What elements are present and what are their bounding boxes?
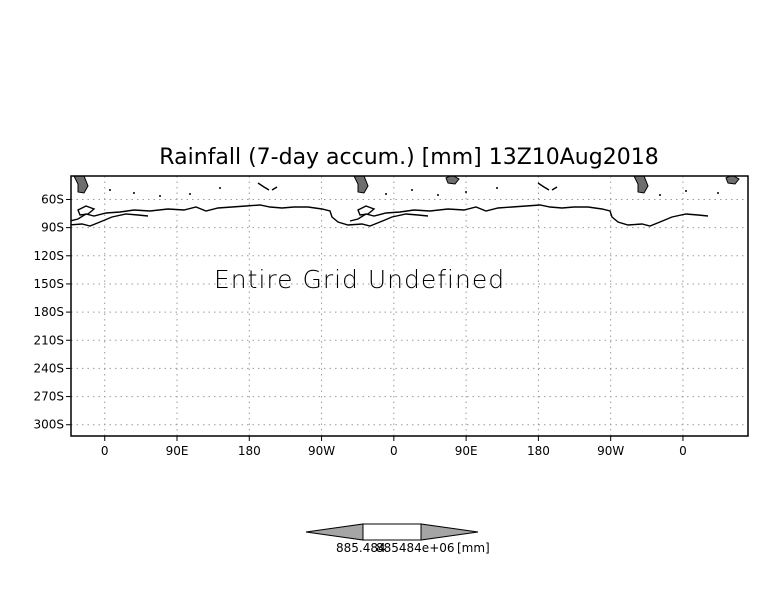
- colorbar: 885.484 885484e+06 [mm]: [305, 523, 490, 555]
- colorbar-label-min: 885.484: [336, 541, 386, 555]
- colorbar-right-triangle: [420, 523, 479, 541]
- y-tick-label: 180S: [33, 305, 64, 319]
- antarctic-coastline-map: [71, 176, 740, 227]
- x-tick-label: 90W: [308, 444, 335, 458]
- x-tick-label: 90E: [455, 444, 478, 458]
- subantarctic-island: [725, 176, 740, 185]
- island-dot: [109, 189, 111, 191]
- island-dot: [385, 193, 387, 195]
- colorbar-left-triangle: [305, 523, 364, 541]
- weddell-sea-coast: [357, 205, 376, 216]
- island-dot: [465, 191, 467, 193]
- y-tick-label: 240S: [33, 361, 64, 375]
- island-dot: [437, 194, 439, 196]
- island-dot: [685, 190, 687, 192]
- island-dot: [659, 194, 661, 196]
- island-stroke: [537, 182, 550, 191]
- chart-title: Rainfall (7-day accum.) [mm] 13Z10Aug201…: [159, 145, 658, 170]
- antarctica-coastline: [349, 204, 709, 227]
- island-dot: [189, 193, 191, 195]
- south-america-tip: [633, 176, 649, 194]
- colorbar-label-max: 885484e+06: [376, 541, 455, 555]
- y-tick-label: 90S: [41, 221, 64, 235]
- subantarctic-island: [445, 176, 460, 185]
- island-dot: [496, 187, 498, 189]
- island-dot: [219, 187, 221, 189]
- island-stroke: [257, 182, 270, 191]
- weddell-sea-coast: [77, 205, 96, 216]
- grid-lines: [71, 176, 748, 436]
- island-dot: [159, 195, 161, 197]
- antarctica-coastline: [71, 204, 429, 227]
- x-tick-label: 0: [390, 444, 398, 458]
- x-tick-label: 180: [238, 444, 261, 458]
- colorbar-center-box: [362, 523, 422, 541]
- plot-frame: [70, 175, 749, 437]
- y-tick-label: 150S: [33, 277, 64, 291]
- antarctica-coastline: [71, 213, 149, 227]
- colorbar-unit-label: [mm]: [457, 541, 490, 555]
- island-dot: [133, 192, 135, 194]
- x-tick-label: 90E: [166, 444, 189, 458]
- south-america-tip: [73, 176, 89, 194]
- south-america-tip: [353, 176, 369, 194]
- y-tick-label: 270S: [33, 390, 64, 404]
- island-dot: [411, 189, 413, 191]
- x-tick-label: 0: [101, 444, 109, 458]
- island-stroke: [551, 186, 558, 191]
- y-tick-label: 60S: [41, 192, 64, 206]
- x-tick-label: 0: [679, 444, 687, 458]
- island-stroke: [271, 186, 278, 191]
- y-tick-label: 210S: [33, 333, 64, 347]
- undefined-grid-message: Entire Grid Undefined: [214, 265, 505, 294]
- island-dot: [717, 192, 719, 194]
- y-axis: 60S 90S 120S 150S 180S 210S 240S 270S 300S: [33, 192, 71, 432]
- x-tick-label: 180: [527, 444, 550, 458]
- x-axis: 0 90E 180 90W 0 90E 180 90W 0: [101, 436, 687, 458]
- x-tick-label: 90W: [597, 444, 624, 458]
- y-tick-label: 300S: [33, 418, 64, 432]
- y-tick-label: 120S: [33, 249, 64, 263]
